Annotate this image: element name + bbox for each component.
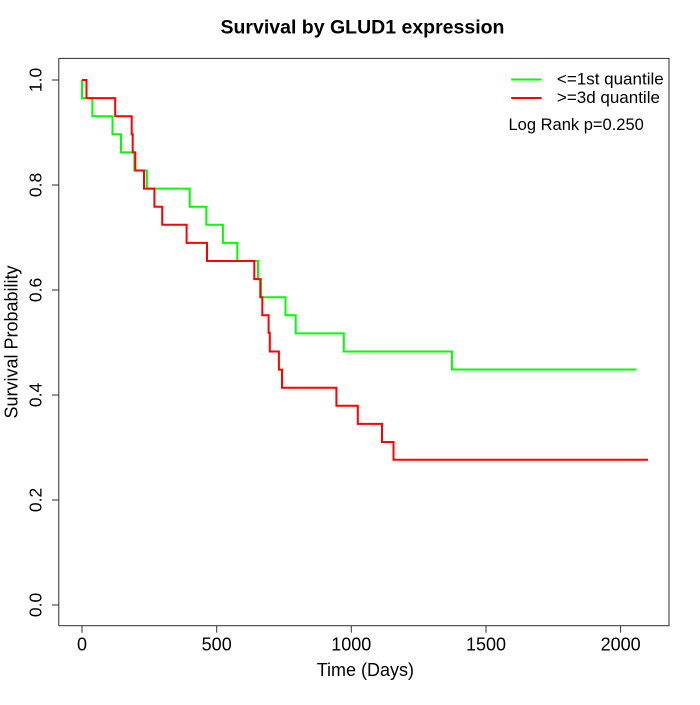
svg-text:1500: 1500 [466,635,506,655]
svg-text:500: 500 [202,635,232,655]
svg-text:0.6: 0.6 [25,278,45,302]
svg-text:1000: 1000 [331,635,371,655]
svg-text:2000: 2000 [601,635,641,655]
svg-text:Survival by GLUD1 expression: Survival by GLUD1 expression [221,16,505,38]
svg-text:Survival Probability: Survival Probability [1,265,21,418]
svg-text:0: 0 [77,635,87,655]
svg-text:0.0: 0.0 [25,593,45,618]
svg-text:>=3d quantile: >=3d quantile [557,88,660,107]
svg-text:0.2: 0.2 [25,488,45,512]
svg-text:Log Rank p=0.250: Log Rank p=0.250 [509,116,644,134]
svg-text:0.8: 0.8 [25,173,45,197]
svg-text:1.0: 1.0 [25,68,45,93]
svg-text:Time (Days): Time (Days) [317,660,414,680]
svg-text:<=1st quantile: <=1st quantile [557,69,664,88]
svg-text:0.4: 0.4 [25,383,45,408]
